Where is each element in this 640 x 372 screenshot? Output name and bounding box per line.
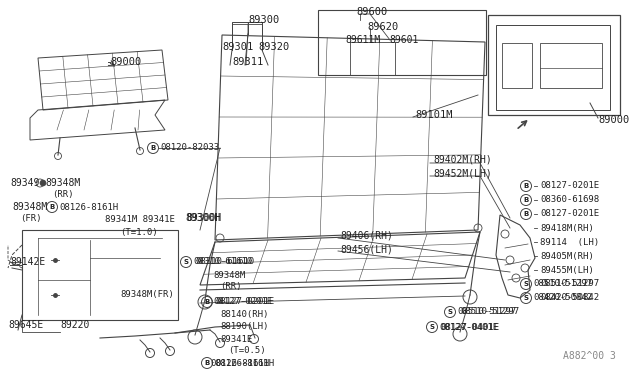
Text: 89645E: 89645E [8, 320, 44, 330]
Bar [496, 25, 610, 110]
Text: (T=1.0): (T=1.0) [120, 228, 157, 237]
Text: B: B [524, 197, 529, 203]
Text: 08127-0201E: 08127-0201E [215, 298, 274, 307]
Text: 89348M: 89348M [12, 202, 47, 212]
Text: 08126-8161H: 08126-8161H [210, 359, 269, 368]
Text: 89220: 89220 [60, 320, 90, 330]
Text: S: S [524, 281, 529, 287]
Text: (RR): (RR) [52, 190, 74, 199]
Text: 89406(RH): 89406(RH) [340, 231, 393, 241]
Text: S: S [447, 309, 452, 315]
Text: 89000: 89000 [110, 57, 141, 67]
Text: 89341E: 89341E [220, 334, 252, 343]
Text: 08360-61698: 08360-61698 [540, 196, 599, 205]
Text: B: B [150, 145, 156, 151]
Bar [540, 43, 602, 88]
Text: 08510-51297: 08510-51297 [533, 279, 592, 289]
Text: 08510-51297: 08510-51297 [457, 308, 516, 317]
Text: 88190(LH): 88190(LH) [220, 323, 268, 331]
Text: (RR): (RR) [220, 282, 241, 292]
Text: 08420-50842: 08420-50842 [540, 294, 599, 302]
Text: 08127-0201E: 08127-0201E [213, 298, 272, 307]
Bar [488, 15, 620, 115]
Text: 08120-82033: 08120-82033 [160, 144, 219, 153]
Text: 08510-51297: 08510-51297 [540, 279, 599, 289]
Text: 89405M(RH): 89405M(RH) [540, 251, 594, 260]
Text: 89452M(LH): 89452M(LH) [433, 168, 492, 178]
Text: 89300: 89300 [248, 15, 279, 25]
Text: B: B [204, 299, 210, 305]
Text: 89300H: 89300H [186, 213, 221, 223]
Text: B: B [204, 360, 210, 366]
Text: B: B [524, 211, 529, 217]
Text: 89611M: 89611M [345, 35, 380, 45]
Text: 89114  (LH): 89114 (LH) [540, 237, 599, 247]
Text: 08310-61610: 08310-61610 [195, 257, 254, 266]
Text: 89301: 89301 [222, 42, 253, 52]
Text: 89349: 89349 [10, 178, 40, 188]
Text: 89311: 89311 [232, 57, 263, 67]
Text: 89348M(FR): 89348M(FR) [120, 291, 173, 299]
Text: 89456(LH): 89456(LH) [340, 244, 393, 254]
Text: 89142E: 89142E [10, 257, 45, 267]
Text: 89455M(LH): 89455M(LH) [540, 266, 594, 275]
Text: 08127-0201E: 08127-0201E [540, 209, 599, 218]
Text: B: B [49, 204, 54, 210]
Text: S: S [524, 295, 529, 301]
Text: 08127-0401E: 08127-0401E [439, 323, 498, 331]
Text: 88140(RH): 88140(RH) [220, 311, 268, 320]
Text: 89402M(RH): 89402M(RH) [433, 155, 492, 165]
Text: 08510-51297: 08510-51297 [460, 308, 519, 317]
Text: S: S [184, 259, 189, 265]
Text: 89000: 89000 [598, 115, 629, 125]
Text: 89620: 89620 [367, 22, 398, 32]
Bar [318, 10, 486, 75]
Text: 08310-61610: 08310-61610 [193, 257, 252, 266]
Text: A882^00 3: A882^00 3 [563, 351, 616, 361]
Text: 89300H: 89300H [185, 213, 220, 223]
Text: (T=0.5): (T=0.5) [228, 346, 266, 356]
Text: 89418M(RH): 89418M(RH) [540, 224, 594, 232]
Text: 89348M: 89348M [213, 270, 245, 279]
Text: (FR): (FR) [20, 215, 42, 224]
Text: 89101M: 89101M [415, 110, 452, 120]
Text: 08127-0401E: 08127-0401E [440, 323, 499, 331]
Text: S: S [429, 324, 435, 330]
Text: 89348M: 89348M [45, 178, 80, 188]
Text: 08420-50842: 08420-50842 [533, 294, 592, 302]
Text: 89341M 89341E: 89341M 89341E [105, 215, 175, 224]
Text: 89600: 89600 [356, 7, 387, 17]
Text: 08126-8161H: 08126-8161H [59, 202, 118, 212]
Text: B: B [524, 183, 529, 189]
Text: 08127-0201E: 08127-0201E [540, 182, 599, 190]
Bar [502, 43, 532, 88]
Circle shape [40, 180, 46, 186]
Text: 89601: 89601 [389, 35, 419, 45]
Text: 89320: 89320 [258, 42, 289, 52]
Text: 08126-8161H: 08126-8161H [215, 359, 274, 368]
